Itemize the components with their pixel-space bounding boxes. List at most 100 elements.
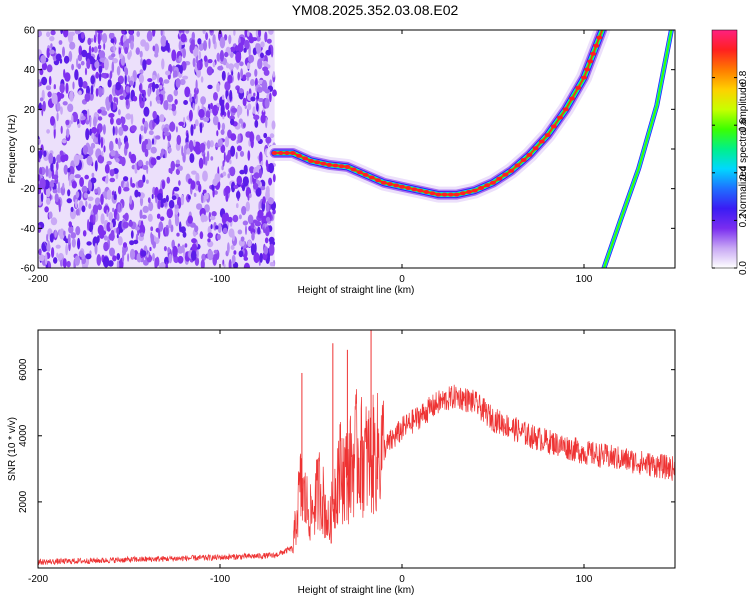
noise-blob — [224, 136, 230, 148]
noise-blob — [61, 139, 67, 144]
noise-blob — [146, 30, 153, 42]
noise-blob — [140, 250, 147, 257]
noise-blob — [129, 248, 136, 260]
noise-blob — [262, 107, 265, 113]
noise-blob — [50, 30, 56, 36]
noise-blob — [196, 203, 203, 210]
noise-blob — [165, 194, 169, 203]
noise-blob — [207, 238, 211, 243]
noise-blob — [229, 159, 232, 165]
noise-blob — [233, 30, 236, 36]
noise-blob — [141, 214, 147, 219]
noise-blob — [74, 30, 81, 35]
noise-blob — [103, 42, 106, 50]
noise-blob — [162, 127, 169, 133]
noise-blob — [253, 114, 260, 121]
noise-blob — [92, 204, 99, 215]
noise-blob — [129, 30, 134, 35]
noise-blob — [63, 230, 66, 236]
noise-blob — [154, 43, 159, 56]
noise-blob — [236, 105, 243, 116]
colorbar-tick-label: 0.2 — [738, 213, 749, 227]
noise-blob — [256, 102, 259, 112]
noise-blob — [130, 125, 137, 132]
noise-blob — [262, 196, 266, 205]
noise-blob — [62, 182, 65, 190]
noise-blob — [115, 137, 118, 144]
noise-blob — [124, 67, 129, 76]
noise-blob — [199, 122, 203, 134]
noise-blob — [236, 145, 242, 152]
noise-blob — [184, 243, 188, 248]
noise-blob — [198, 183, 202, 193]
noise-blob — [199, 142, 206, 153]
noise-blob — [178, 40, 182, 51]
noise-blob — [177, 255, 184, 264]
noise-blob — [216, 130, 219, 137]
noise-blob — [253, 252, 260, 264]
noise-blob — [269, 133, 275, 139]
noise-blob — [39, 97, 44, 102]
noise-blob — [111, 61, 115, 73]
noise-blob — [198, 108, 205, 118]
noise-blob — [190, 39, 195, 51]
noise-blob — [97, 44, 102, 50]
noise-blob — [165, 261, 168, 268]
track-peak — [405, 186, 412, 190]
noise-blob — [264, 98, 270, 109]
noise-blob — [224, 34, 228, 41]
snr-line — [38, 384, 675, 566]
noise-blob — [268, 177, 273, 186]
noise-blob — [128, 220, 133, 227]
noise-blob — [144, 138, 149, 145]
noise-blob — [211, 211, 217, 217]
noise-blob — [77, 123, 81, 128]
noise-blob — [159, 114, 165, 123]
track-peak — [417, 188, 424, 193]
noise-blob — [132, 95, 138, 102]
noise-blob — [191, 170, 197, 175]
noise-blob — [115, 81, 121, 91]
noise-blob — [227, 242, 230, 254]
y-tick-label: -40 — [21, 224, 36, 235]
noise-blob — [264, 237, 269, 244]
noise-blob — [206, 66, 213, 76]
noise-blob — [109, 140, 114, 152]
noise-blob — [107, 79, 112, 88]
noise-blob — [48, 75, 52, 86]
noise-blob — [152, 253, 155, 262]
noise-blob — [112, 125, 116, 136]
noise-blob — [125, 98, 129, 106]
noise-blob — [239, 169, 245, 175]
noise-blob — [40, 192, 44, 203]
noise-blob — [163, 131, 170, 137]
noise-blob — [129, 195, 133, 205]
noise-blob — [173, 186, 180, 192]
noise-blob — [110, 149, 116, 157]
noise-blob — [94, 188, 99, 194]
x-tick-label: -200 — [28, 574, 48, 585]
noise-blob — [140, 220, 144, 229]
track-peak — [526, 152, 533, 157]
noise-blob — [229, 166, 236, 177]
noise-blob — [81, 185, 88, 193]
noise-blob — [100, 213, 105, 225]
snr-panel: -200 -100 0 100 2000 4000 6000 Height of stra… — [7, 329, 676, 596]
snr-x-ticks: -200 -100 0 100 — [28, 330, 593, 585]
noise-blob — [90, 177, 97, 184]
noise-blob — [200, 213, 206, 223]
noise-blob — [123, 176, 129, 182]
noise-blob — [117, 203, 121, 213]
noise-blob — [69, 41, 76, 50]
noise-blob — [52, 189, 58, 194]
noise-blob — [220, 144, 226, 153]
noise-blob — [55, 53, 62, 62]
noise-blob — [59, 83, 65, 94]
noise-blob — [202, 189, 207, 194]
noise-blob — [200, 259, 205, 268]
noise-blob — [87, 179, 93, 192]
noise-blob — [174, 214, 180, 227]
y-tick-label: 0 — [29, 145, 35, 156]
x-tick-label: 0 — [399, 274, 405, 285]
noise-blob — [247, 54, 255, 63]
